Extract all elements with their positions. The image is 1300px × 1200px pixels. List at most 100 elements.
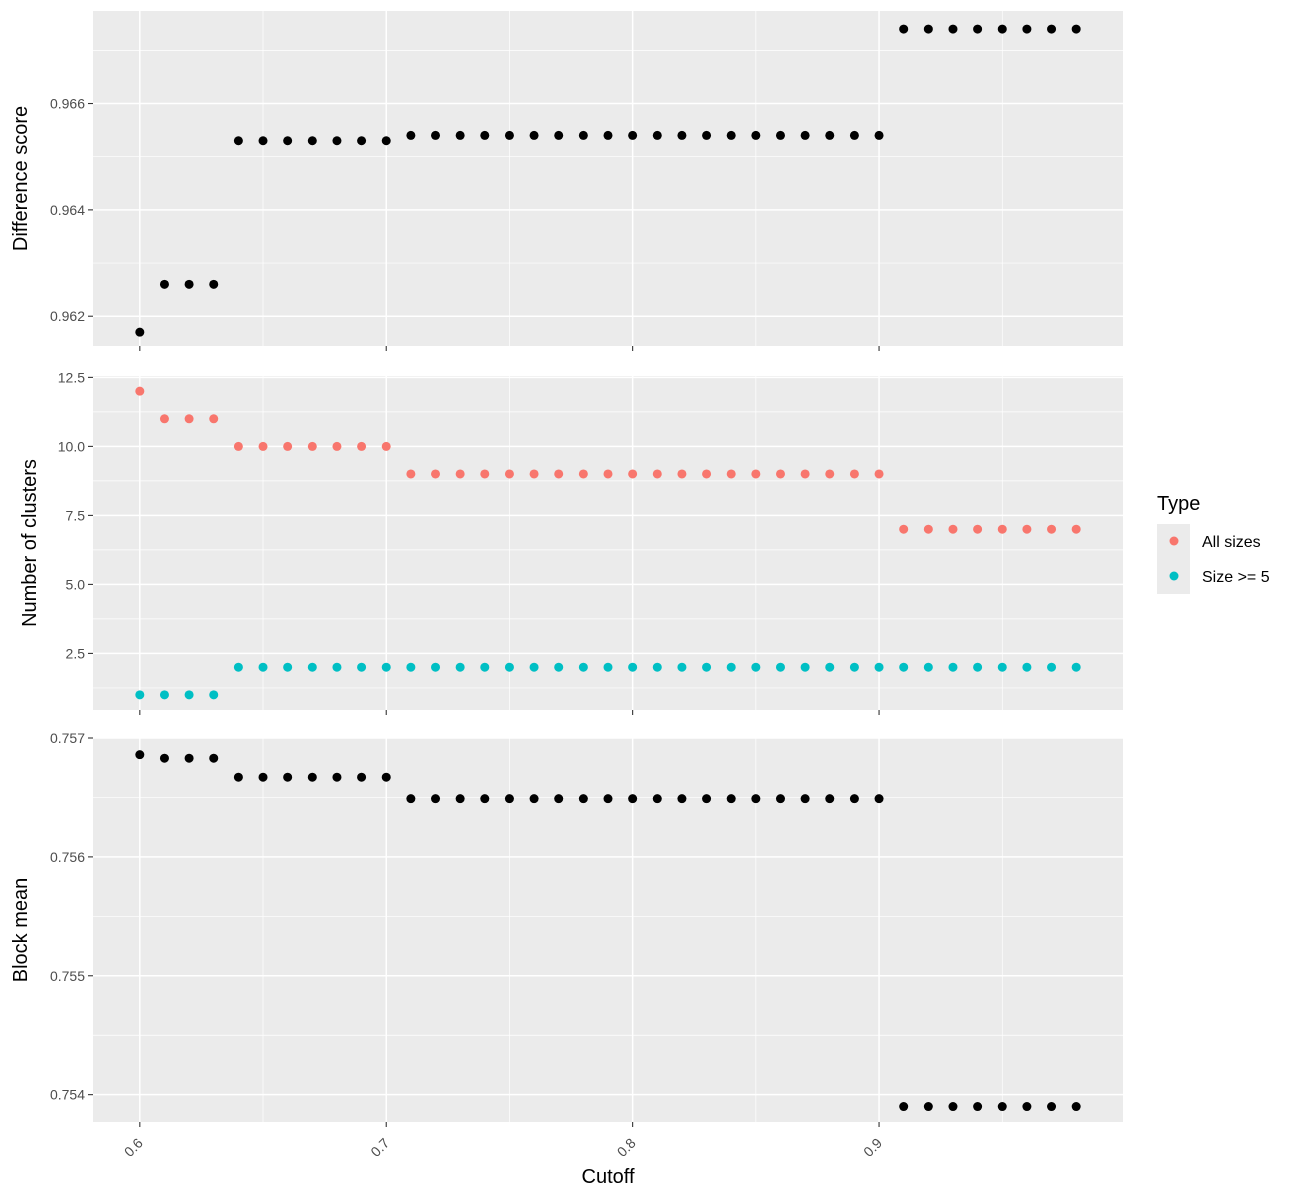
y-tick-label: 0.966 <box>50 96 85 112</box>
data-point <box>431 469 441 479</box>
data-point <box>307 772 317 782</box>
data-point <box>307 136 317 146</box>
data-point <box>381 136 391 146</box>
data-point <box>332 662 342 672</box>
data-point <box>652 469 662 479</box>
data-point <box>258 441 268 451</box>
x-tick-label: 0.6 <box>121 1135 146 1160</box>
data-point <box>603 130 613 140</box>
data-point <box>381 772 391 782</box>
data-point <box>874 130 884 140</box>
data-point <box>1022 1102 1032 1112</box>
panel-1: 0.962 0.964 0.966 Difference score <box>10 11 1123 351</box>
data-point <box>381 441 391 451</box>
data-point <box>209 279 219 289</box>
y-tick-label: 10.0 <box>58 438 85 454</box>
data-point <box>529 662 539 672</box>
data-point <box>431 130 441 140</box>
y-axis-title: Difference score <box>10 106 32 251</box>
data-point <box>923 662 933 672</box>
data-point <box>948 524 958 534</box>
data-point <box>135 750 145 760</box>
y-tick-label: 0.756 <box>50 849 85 865</box>
data-point <box>849 794 859 804</box>
data-point <box>1071 524 1081 534</box>
data-point <box>775 794 785 804</box>
data-point <box>504 469 514 479</box>
data-point <box>923 1102 933 1112</box>
data-point <box>825 130 835 140</box>
data-point <box>332 441 342 451</box>
data-point <box>431 794 441 804</box>
data-point <box>973 24 983 34</box>
panel-background <box>93 376 1123 710</box>
legend: Type All sizes Size >= 5 <box>1157 493 1270 594</box>
data-point <box>800 130 810 140</box>
data-point <box>381 662 391 672</box>
data-point <box>825 469 835 479</box>
data-point <box>726 469 736 479</box>
data-point <box>751 130 761 140</box>
data-point <box>677 130 687 140</box>
data-point <box>455 469 465 479</box>
data-point <box>209 753 219 763</box>
x-tick-label: 0.8 <box>614 1135 639 1160</box>
data-point <box>406 662 416 672</box>
data-point <box>480 469 490 479</box>
data-point <box>258 136 268 146</box>
data-point <box>406 469 416 479</box>
data-point <box>184 690 194 700</box>
data-point <box>578 794 588 804</box>
data-point <box>406 130 416 140</box>
panels: 0.962 0.964 0.966 Difference score 2.5 5.0 7.5… <box>10 11 1123 1127</box>
data-point <box>677 469 687 479</box>
data-point <box>702 130 712 140</box>
data-point <box>1071 1102 1081 1112</box>
data-point <box>135 386 145 396</box>
data-point <box>480 662 490 672</box>
series-points <box>135 662 1081 700</box>
data-point <box>233 441 243 451</box>
data-point <box>628 469 638 479</box>
y-tick-label: 0.755 <box>50 968 85 984</box>
data-point <box>233 772 243 782</box>
data-point <box>603 469 613 479</box>
data-point <box>159 753 169 763</box>
data-point <box>283 662 293 672</box>
data-point <box>973 662 983 672</box>
data-point <box>455 662 465 672</box>
data-point <box>800 469 810 479</box>
data-point <box>480 130 490 140</box>
data-point <box>874 794 884 804</box>
data-point <box>997 1102 1007 1112</box>
data-point <box>1071 662 1081 672</box>
y-axis-title: Block mean <box>10 878 32 983</box>
y-tick-label: 5.0 <box>66 576 86 592</box>
data-point <box>702 469 712 479</box>
data-point <box>357 662 367 672</box>
y-tick-label: 0.962 <box>50 308 85 324</box>
data-point <box>480 794 490 804</box>
data-point <box>849 130 859 140</box>
data-point <box>233 662 243 672</box>
data-point <box>677 794 687 804</box>
data-point <box>209 414 219 424</box>
data-point <box>406 794 416 804</box>
data-point <box>233 136 243 146</box>
data-point <box>628 662 638 672</box>
data-point <box>726 662 736 672</box>
data-point <box>628 130 638 140</box>
data-point <box>455 794 465 804</box>
data-point <box>997 24 1007 34</box>
data-point <box>628 794 638 804</box>
data-point <box>159 414 169 424</box>
data-point <box>923 24 933 34</box>
data-point <box>504 794 514 804</box>
data-point <box>923 524 933 534</box>
data-point <box>184 414 194 424</box>
data-point <box>283 136 293 146</box>
x-axis-ticks: 0.6 0.7 0.8 0.9 <box>121 1135 885 1160</box>
data-point <box>578 469 588 479</box>
data-point <box>1022 524 1032 534</box>
data-point <box>504 662 514 672</box>
